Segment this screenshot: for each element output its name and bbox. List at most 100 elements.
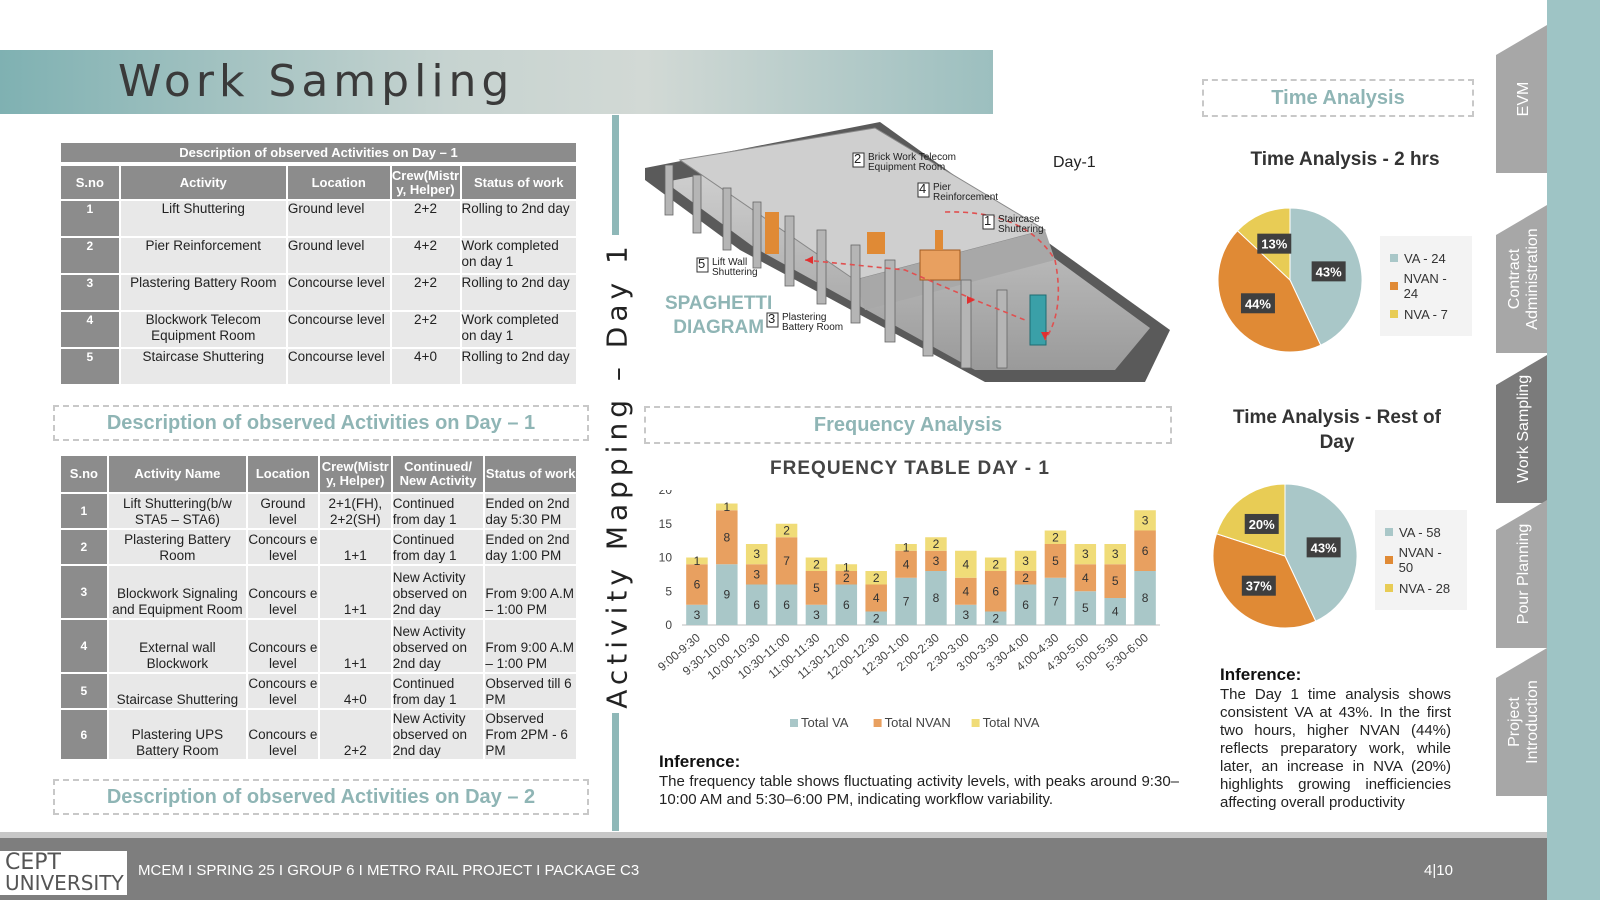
- spaghetti-callout-1: 1 Staircase Shuttering: [984, 213, 1044, 235]
- bar-segment-total-nvan: [1014, 571, 1037, 585]
- bar-segment-total-nva: [745, 544, 768, 565]
- side-nav-strip: [1547, 0, 1600, 900]
- frequency-inference-text: The frequency table shows fluctuating ac…: [659, 773, 1179, 808]
- legend-label: VA - 58: [1399, 524, 1441, 540]
- day-label: Day-1: [1053, 154, 1096, 171]
- table1-cell-activity: Blockwork Telecom Equipment Room: [118, 310, 288, 349]
- bar-data-label: 9: [723, 588, 730, 602]
- bar-data-label: 7: [903, 594, 910, 608]
- pie-legend-entry: VA - 58: [1385, 518, 1457, 546]
- side-tab-pour-planning[interactable]: Pour Planning: [1496, 500, 1552, 648]
- table2-cell-location: Concours e level: [246, 618, 320, 674]
- table2-cell-sno: 1: [59, 492, 109, 530]
- table2-cell-location: Concours e level: [246, 708, 320, 761]
- bar-segment-total-nvan: [1044, 544, 1067, 578]
- legend-label: VA - 24: [1404, 250, 1446, 266]
- table1-row: 3 Plastering Battery Room Concourse level 2…: [59, 273, 578, 312]
- bar-segment-total-va: [925, 571, 947, 625]
- table2-row: 2 Plastering Battery Room Concours e level…: [59, 528, 578, 566]
- side-tab-label: Contract Administration: [1506, 228, 1541, 330]
- divider-bottom: [612, 713, 619, 831]
- bar-data-label: 2: [873, 611, 880, 625]
- bar-data-label: 1: [843, 561, 850, 575]
- table1-header: Crew(Mistr y, Helper): [389, 164, 462, 201]
- spaghetti-callout-3: 3 Plastering Battery Room: [768, 311, 844, 333]
- pie-pct-label: 44%: [1245, 296, 1271, 311]
- bar-segment-total-va: [835, 584, 858, 625]
- bar-segment-total-va: [745, 584, 768, 625]
- table1-row: 4 Blockwork Telecom Equipment Room Concour…: [59, 310, 578, 349]
- bar-segment-total-va: [1074, 591, 1097, 625]
- bar-segment-total-nvan: [1074, 564, 1097, 592]
- bar-data-label: 3: [1022, 554, 1029, 568]
- table2-cell-location: Ground level: [246, 492, 320, 530]
- legend-swatch: [1390, 282, 1398, 290]
- table2-cell-location: Concours e level: [246, 564, 320, 620]
- table2-cell-activity: Plastering UPS Battery Room: [106, 708, 249, 761]
- bar-segment-total-nva: [835, 564, 858, 571]
- bar-segment-total-nvan: [895, 550, 917, 578]
- bar-data-label: 2: [1022, 571, 1029, 585]
- bar-segment-total-va: [955, 604, 977, 625]
- bar-segment-total-va: [686, 604, 708, 625]
- divider-top: [612, 115, 619, 235]
- bar-data-label: 1: [723, 500, 730, 514]
- table2-cell-crew: 1+1: [317, 618, 393, 674]
- bar-data-label: 8: [723, 530, 730, 544]
- table2-row: 4 External wall Blockwork Concours e level…: [59, 618, 578, 674]
- side-tab-work-sampling[interactable]: Work Sampling: [1496, 355, 1552, 503]
- table1-cell-activity: Staircase Shuttering: [118, 347, 288, 386]
- bar-segment-total-nva: [865, 571, 887, 585]
- table2-cell-status: Observed till 6 PM: [483, 672, 578, 710]
- pie-legend-entry: NVAN - 50: [1385, 545, 1457, 575]
- table2-cell-crew: 1+1: [317, 564, 393, 620]
- table1-cell-activity: Lift Shuttering: [118, 199, 288, 238]
- bar-segment-total-nva: [716, 503, 738, 511]
- table1-caption: Description of observed Activities on Da…: [59, 141, 578, 164]
- table2-cell-crew: 2+1(FH), 2+2(SH): [317, 492, 393, 530]
- bar-segment-total-va: [865, 611, 887, 625]
- side-tab-label: Work Sampling: [1515, 374, 1532, 484]
- pie-label-box: [1257, 233, 1292, 254]
- bar-segment-total-nva: [1044, 530, 1067, 544]
- bar-data-label: 2: [992, 611, 999, 625]
- bar-segment-total-nva: [1104, 544, 1126, 565]
- bar-data-label: 6: [1142, 544, 1149, 558]
- bar-segment-total-nvan: [686, 564, 708, 605]
- spaghetti-callout-2: 2 Brick Work Telecom Equipment Room: [854, 151, 956, 173]
- side-tab-project-introduction[interactable]: Project Introduction: [1496, 648, 1552, 796]
- legend-swatch: [873, 719, 882, 727]
- bar-segment-total-nva: [805, 557, 828, 571]
- bar-segment-total-nvan: [1104, 564, 1126, 598]
- pie-pct-label: 13%: [1261, 237, 1287, 252]
- spaghetti-diagram-illustration: [645, 122, 1170, 382]
- side-tab-contract-administration[interactable]: Contract Administration: [1496, 205, 1552, 353]
- legend-swatch: [1385, 528, 1393, 536]
- side-tab-evm[interactable]: EVM: [1496, 25, 1552, 173]
- bar-segment-total-nva: [1134, 510, 1156, 531]
- bar-data-label: 1: [903, 540, 910, 554]
- bar-data-label: 2: [992, 557, 999, 571]
- bar-data-label: 3: [1142, 513, 1149, 527]
- side-tab-label: EVM: [1515, 81, 1532, 117]
- frequency-analysis-title: Frequency Analysis: [644, 406, 1172, 444]
- table2-header: Crew(Mistr y, Helper): [317, 454, 393, 494]
- table1-header: Activity: [118, 164, 288, 201]
- pie-label-box: [1311, 261, 1346, 282]
- pie-slice: [1217, 230, 1322, 353]
- bar-data-label: 8: [933, 591, 940, 605]
- table2-cell-activity: External wall Blockwork: [106, 618, 249, 674]
- table1-row: 5 Staircase Shuttering Concourse level 4+0 R…: [59, 347, 578, 386]
- table2-cell-cont: New Activity observed on 2nd day: [390, 564, 486, 620]
- bar-data-label: 4: [1082, 571, 1089, 585]
- table2-cell-sno: 3: [59, 564, 109, 620]
- side-tab-label: Project Introduction: [1506, 680, 1541, 764]
- pie-pct-label: 43%: [1311, 540, 1337, 555]
- legend-label: NVAN - 50: [1398, 545, 1442, 575]
- pie2-legend: VA - 58 NVAN - 50 NVA - 28: [1375, 510, 1467, 610]
- activity-mapping-label: Activity Mapping – Day 1: [597, 241, 637, 709]
- table1-cell-crew: 4+2: [389, 236, 462, 275]
- table2-cell-status: Ended on 2nd day 1:00 PM: [483, 528, 578, 566]
- bar-data-label: 3: [1112, 547, 1119, 561]
- pie-pct-label: 37%: [1246, 579, 1272, 594]
